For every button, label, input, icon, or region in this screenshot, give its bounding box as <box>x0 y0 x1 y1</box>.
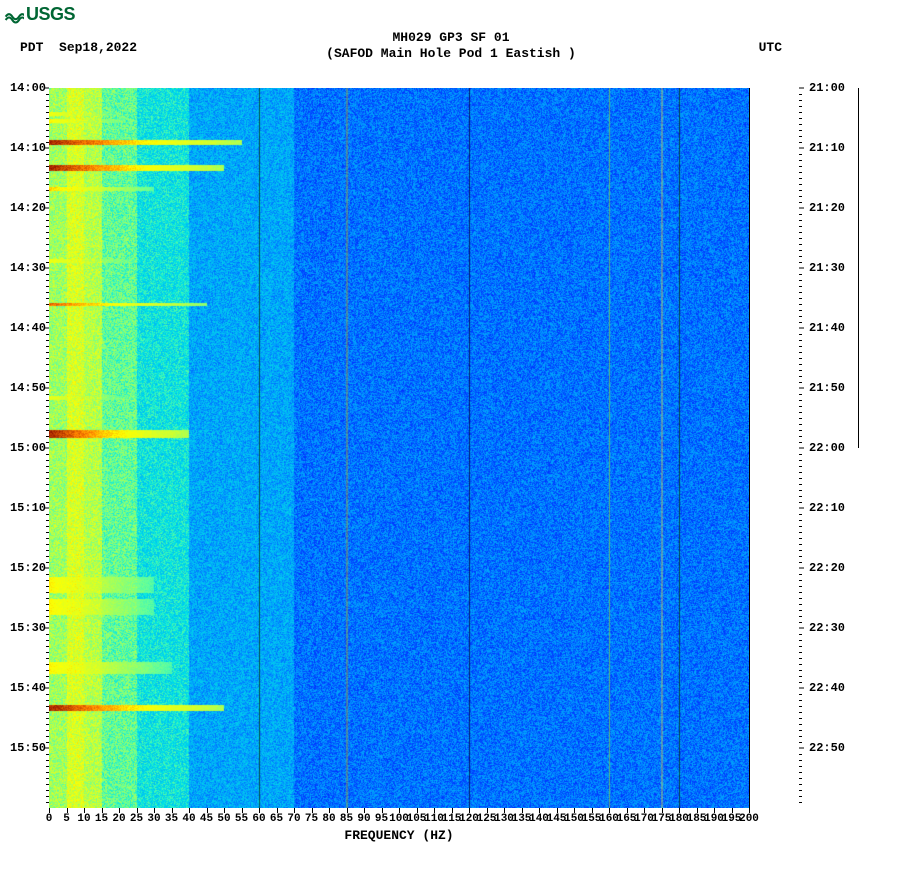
x-tick: 60 <box>252 813 265 825</box>
x-tick: 55 <box>235 813 248 825</box>
y-tick-left: 15:20 <box>10 561 46 575</box>
y-tick-right: 21:30 <box>809 261 845 275</box>
x-tick: 50 <box>217 813 230 825</box>
x-tick: 30 <box>147 813 160 825</box>
y-tick-right: 22:50 <box>809 741 845 755</box>
y-tick-right: 22:10 <box>809 501 845 515</box>
header-left: PDT Sep18,2022 <box>20 40 137 55</box>
y-tick-left: 14:10 <box>10 141 46 155</box>
colorbar-stub <box>858 88 859 448</box>
x-tick: 75 <box>305 813 318 825</box>
x-tick: 35 <box>165 813 178 825</box>
x-tick: 85 <box>340 813 353 825</box>
y-tick-left: 14:40 <box>10 321 46 335</box>
y-tick-right: 22:30 <box>809 621 845 635</box>
y-tick-left: 15:10 <box>10 501 46 515</box>
x-tick: 10 <box>77 813 90 825</box>
y-tick-left: 15:40 <box>10 681 46 695</box>
x-tick: 95 <box>375 813 388 825</box>
x-tick: 80 <box>322 813 335 825</box>
y-tick-right: 22:00 <box>809 441 845 455</box>
y-tick-right: 21:50 <box>809 381 845 395</box>
y-tick-left: 14:50 <box>10 381 46 395</box>
header-row: PDT Sep18,2022 UTC <box>0 40 902 55</box>
x-tick: 70 <box>287 813 300 825</box>
right-axis-line <box>749 88 750 808</box>
y-tick-right: 21:10 <box>809 141 845 155</box>
x-tick: 200 <box>739 813 759 825</box>
x-tick: 20 <box>112 813 125 825</box>
y-tick-right: 21:20 <box>809 201 845 215</box>
spectrogram-chart: 14:0014:1014:2014:3014:4014:5015:0015:10… <box>49 88 749 808</box>
y-tick-right: 21:40 <box>809 321 845 335</box>
x-tick: 65 <box>270 813 283 825</box>
y-tick-right: 22:20 <box>809 561 845 575</box>
x-tick: 90 <box>357 813 370 825</box>
usgs-logo: USGS <box>4 4 75 25</box>
left-tz: PDT <box>20 40 43 55</box>
y-tick-left: 15:30 <box>10 621 46 635</box>
wave-icon <box>4 5 24 25</box>
x-tick: 0 <box>46 813 53 825</box>
y-tick-right: 21:00 <box>809 81 845 95</box>
y-tick-left: 15:50 <box>10 741 46 755</box>
y-tick-left: 14:20 <box>10 201 46 215</box>
y-tick-left: 15:00 <box>10 441 46 455</box>
x-tick: 40 <box>182 813 195 825</box>
spectrogram-canvas <box>49 88 749 808</box>
y-tick-left: 14:30 <box>10 261 46 275</box>
x-tick: 25 <box>130 813 143 825</box>
logo-text: USGS <box>26 4 75 25</box>
y-tick-left: 14:00 <box>10 81 46 95</box>
x-axis-label: FREQUENCY (HZ) <box>49 828 749 843</box>
header-date: Sep18,2022 <box>59 40 137 55</box>
x-tick: 15 <box>95 813 108 825</box>
y-tick-right: 22:40 <box>809 681 845 695</box>
right-tz: UTC <box>759 40 782 55</box>
x-tick: 5 <box>63 813 70 825</box>
x-tick: 45 <box>200 813 213 825</box>
